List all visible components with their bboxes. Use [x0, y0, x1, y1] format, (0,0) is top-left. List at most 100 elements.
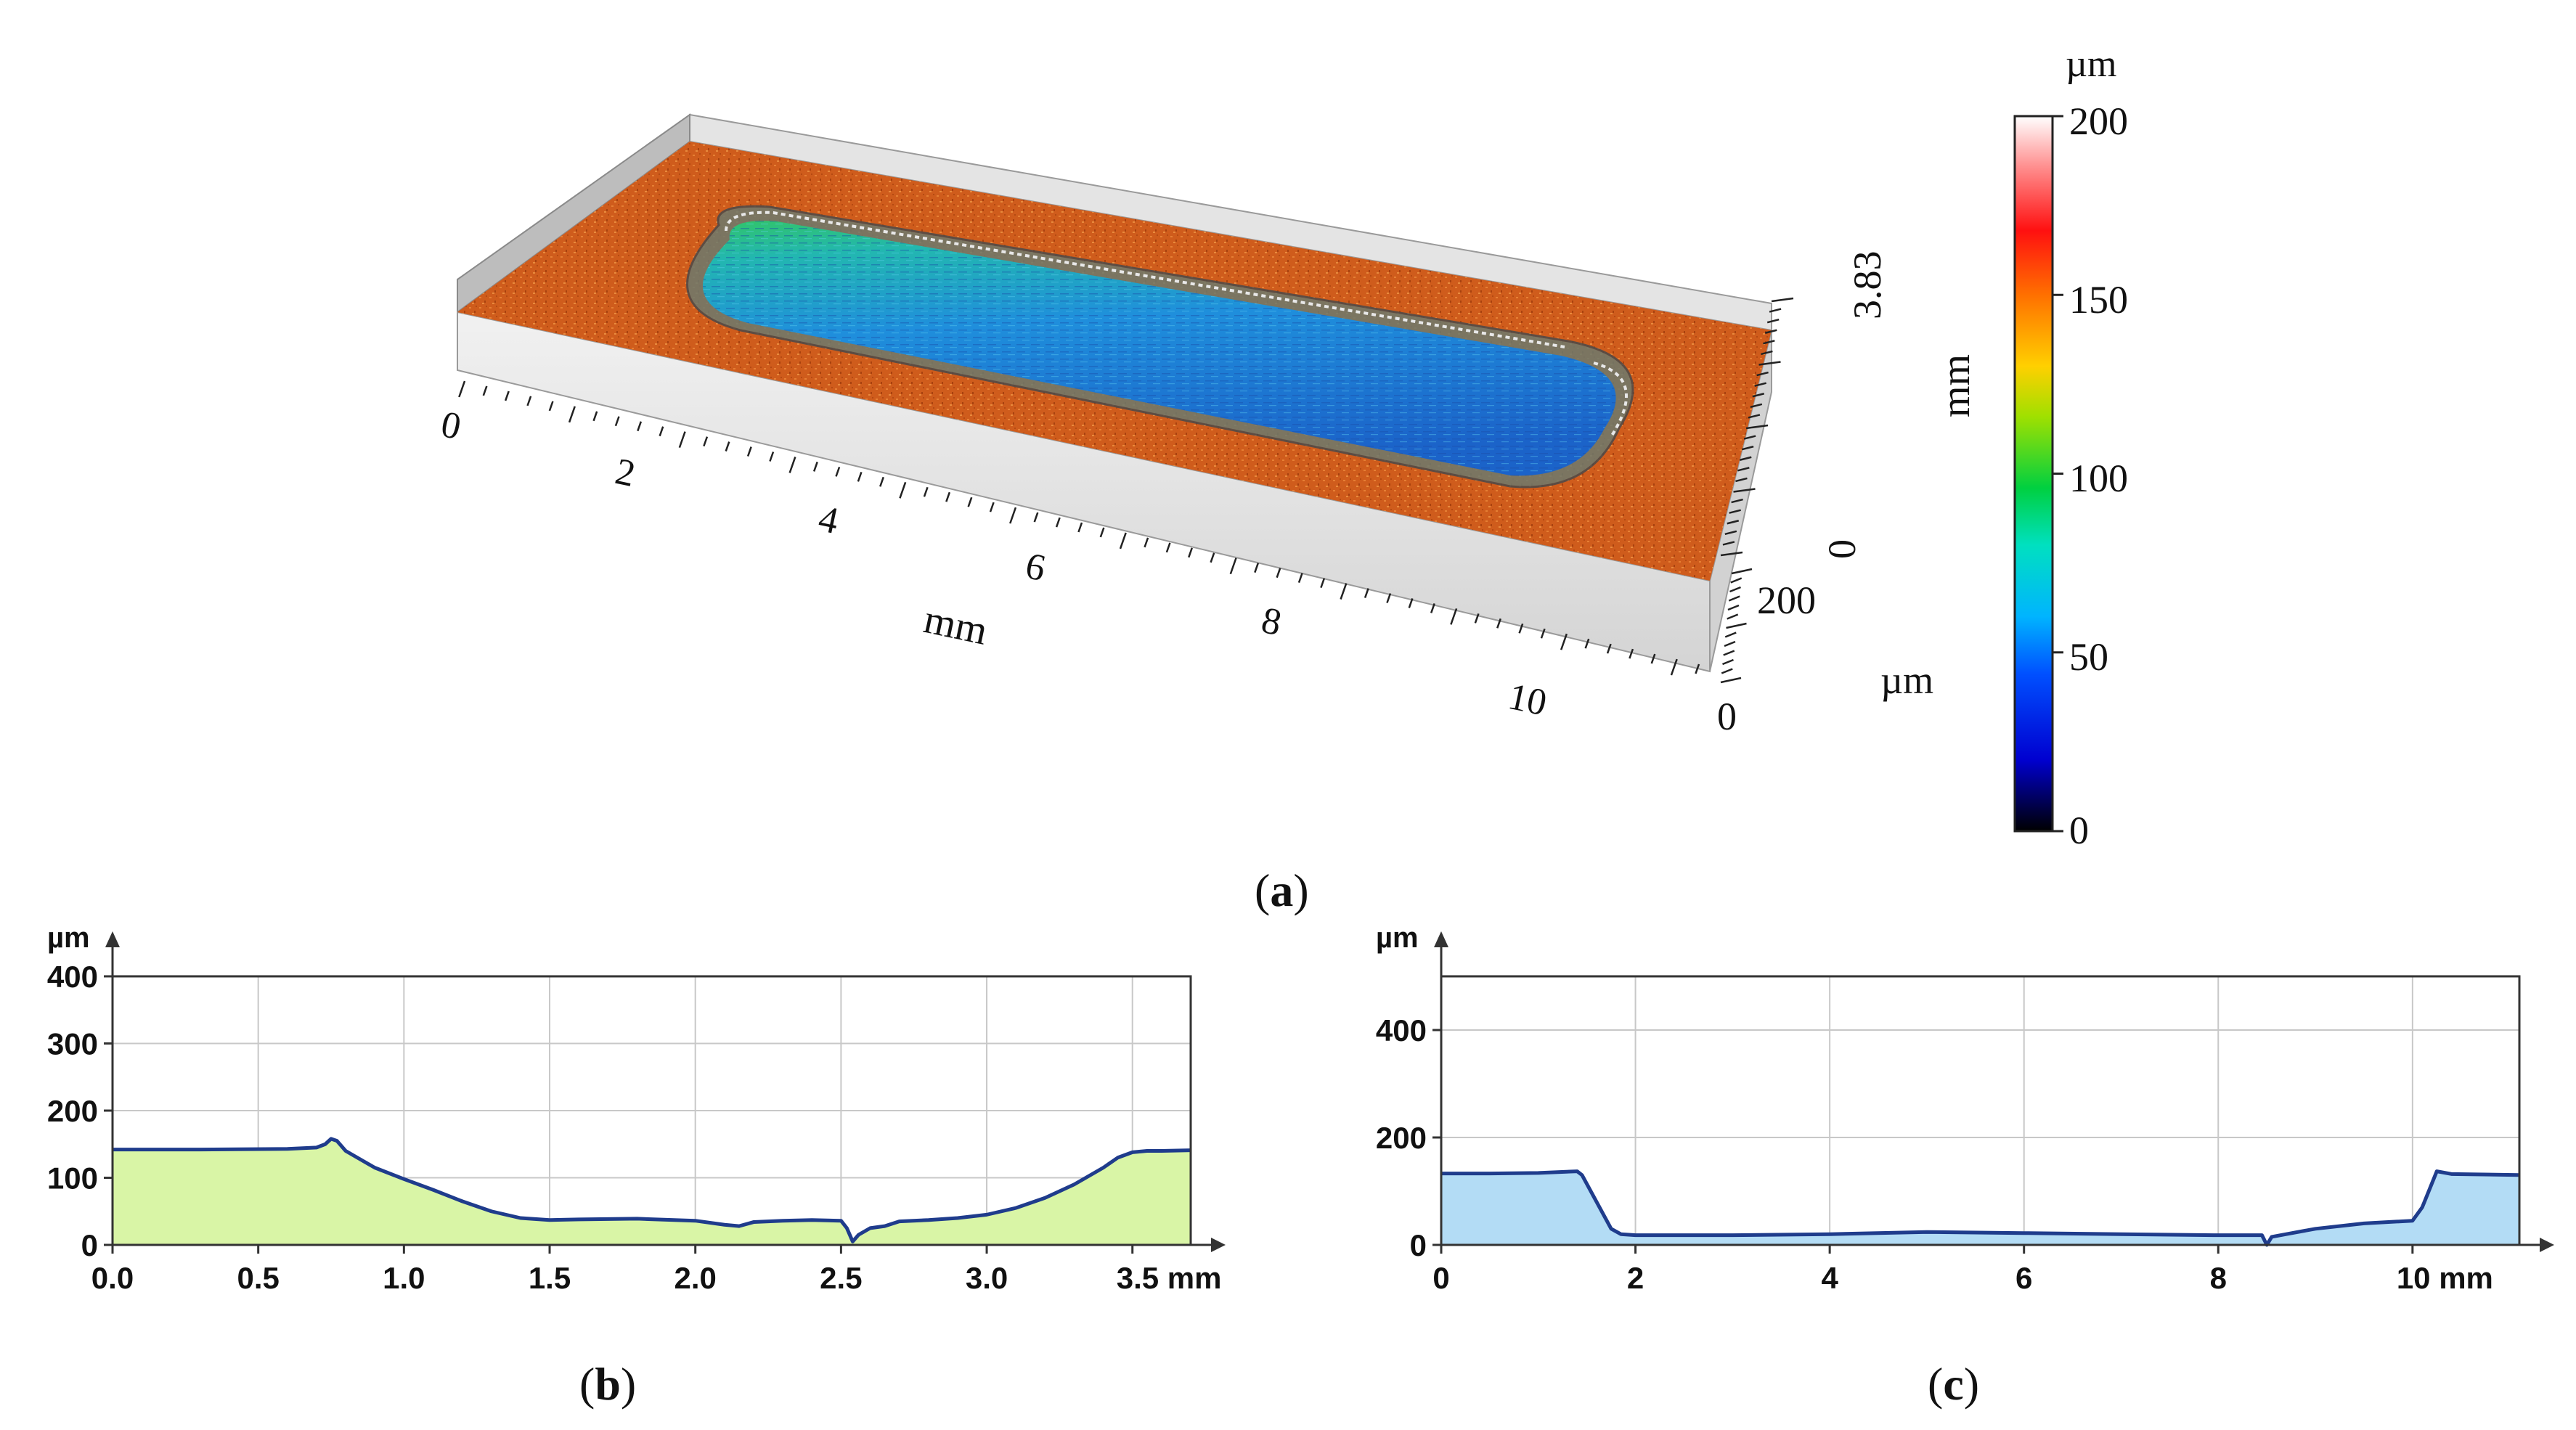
panel-a-x-tick-mark: [1119, 532, 1127, 549]
panel-a-y-tick-mark: [1727, 520, 1740, 525]
colorbar-ticks: [2053, 115, 2063, 833]
panel-b-y-axis-arrow: [105, 931, 120, 947]
panel-a-x-tick-mark: [458, 380, 466, 398]
panel-a-x-tick-mark: [1320, 578, 1326, 589]
panel-a-z-tick-mark: [1726, 622, 1747, 629]
panel-a-x-tick-mark: [1650, 653, 1656, 664]
panel-a-x-tick-mark: [923, 486, 929, 497]
panel-b-profile-line: [113, 1137, 1191, 1243]
panel-b-x-tick-label: 1.0: [383, 1261, 425, 1295]
panel-a-x-tick-mark: [769, 452, 775, 462]
panel-b-y-tick-label: 300: [47, 1027, 98, 1061]
panel-a-x-tick-mark: [1254, 563, 1260, 573]
panel-a-x-tick-mark: [1009, 507, 1017, 524]
panel-a-z-tick-0: 0: [1717, 695, 1737, 738]
panel-c-y-tick-label: 400: [1376, 1013, 1427, 1047]
panel-a-x-axis: [458, 380, 1700, 676]
panel-a-z-tick-mark: [1720, 677, 1742, 684]
panel-a-y-tick-mark: [1748, 414, 1761, 419]
panel-a-y-tick-mark: [1766, 318, 1780, 324]
panel-a-y-tick-mark: [1756, 371, 1769, 377]
panel-a-x-tick-mark: [703, 436, 709, 447]
panel-b-y-tick-label: 0: [81, 1228, 98, 1262]
panel-a-z-label: µm: [1880, 658, 1933, 702]
panel-c-x-tick-label: 0: [1432, 1261, 1449, 1295]
panel-b-x-tick-label: 2.5: [820, 1261, 862, 1295]
panel-a-y-tick-mark: [1741, 445, 1754, 451]
colorbar-tick-50: 50: [2069, 635, 2108, 679]
panel-a-y-tick-mark: [1769, 308, 1782, 313]
caption-b-letter: b: [595, 1358, 621, 1410]
panel-a-x-tick-mark: [725, 441, 730, 452]
panel-a-x-tick-mark: [482, 385, 488, 396]
panel-a-x-tick-mark: [1055, 517, 1061, 528]
panel-a-x-tick-mark: [945, 491, 951, 502]
panel-c-x-tick-label: 10 mm: [2397, 1261, 2493, 1295]
panel-a-x-tick-mark: [1670, 658, 1678, 676]
panel-a-z-tick-mark: [1727, 604, 1740, 611]
panel-c-chart: 0 200 400 0 2 4 6 8 10 mm µm: [1376, 922, 2554, 1295]
panel-a-y-tick-mark: [1722, 541, 1735, 546]
panel-a-z-tick-mark: [1723, 650, 1735, 656]
panel-a-x-tick-mark: [1340, 583, 1348, 600]
panel-a-y-tick-mark: [1724, 530, 1737, 536]
panel-a-y-tick-mark: [1763, 340, 1775, 345]
colorbar-tick-150: 150: [2069, 278, 2128, 322]
panel-a-x-tick-mark: [659, 426, 664, 437]
panel-a-x-tick-mark: [1560, 633, 1568, 650]
panel-a-y-tick-mark: [1750, 403, 1763, 409]
panel-a-z-tick-mark: [1729, 586, 1741, 593]
colorbar-tick-0: 0: [2069, 809, 2089, 852]
panel-a-y-tick-mark: [1764, 329, 1777, 334]
colorbar-tick-200: 200: [2069, 99, 2128, 143]
panel-c-y-tick-label: 0: [1410, 1228, 1427, 1262]
caption-a: (a): [1255, 865, 1309, 916]
panel-a-y-tick-mark: [1720, 551, 1743, 557]
panel-a-y-tick-mark: [1737, 467, 1750, 472]
panel-a-y-tick-mark: [1739, 456, 1752, 461]
panel-a-y-tick-mark: [1771, 297, 1794, 303]
panel-a-x-tick-mark: [857, 471, 863, 482]
panel-a-x-label: mm: [920, 597, 991, 654]
panel-b-area-fill: [113, 1138, 1191, 1245]
panel-a-z-tick-mark: [1722, 658, 1734, 666]
panel-c-x-tick-label: 4: [1821, 1261, 1838, 1295]
panel-a-x-tick-mark: [637, 421, 643, 432]
panel-a-x-tick-mark: [568, 406, 576, 423]
panel-b-x-tick-label: 3.0: [966, 1261, 1008, 1295]
panel-a-x-tick-mark: [1099, 527, 1105, 538]
panel-a-x-tick-mark: [788, 457, 796, 473]
panel-a-x-tick-mark: [1144, 537, 1149, 548]
panel-a-x-tick-mark: [614, 416, 620, 427]
panel-a-x-tick-mark: [1430, 603, 1435, 613]
panel-a-x-tick-mark: [1297, 573, 1303, 584]
colorbar-tick-100: 100: [2069, 457, 2128, 500]
panel-c-x-tick-label: 8: [2210, 1261, 2227, 1295]
colorbar-gradient: [2013, 115, 2054, 833]
panel-a-x-tick-mark: [1450, 608, 1458, 625]
caption-a-letter: a: [1270, 865, 1294, 916]
panel-a-x-tick-mark: [1518, 623, 1524, 634]
panel-a-x-tick-2: 2: [612, 451, 639, 495]
panel-a-x-tick-mark: [1695, 663, 1700, 674]
panel-b-y-tick-label: 400: [47, 960, 98, 994]
panel-b-y-tick-label: 200: [47, 1094, 98, 1128]
caption-c-letter: c: [1943, 1358, 1964, 1410]
panel-a-z-tick-mark: [1724, 632, 1737, 638]
panel-a-x-tick-mark: [592, 411, 598, 422]
panel-a-x-tick-mark: [1165, 542, 1171, 553]
panel-a-x-tick-mark: [1408, 598, 1414, 608]
panel-a-x-tick-mark: [1584, 638, 1590, 649]
panel-a-z-tick-200: 200: [1757, 579, 1816, 622]
panel-a-y-tick-mark: [1729, 509, 1741, 514]
panel-a-z-tick-mark: [1724, 640, 1736, 647]
panel-a-x-tick-mark: [879, 476, 884, 487]
panel-a-x-tick-mark: [1474, 613, 1480, 624]
panel-a-z-axis: [1720, 568, 1753, 684]
panel-c-x-tick-label: 2: [1627, 1261, 1644, 1295]
panel-a-x-tick-6: 6: [1022, 545, 1049, 589]
panel-a-y-tick-mark: [1754, 382, 1766, 387]
caption-b: (b): [579, 1358, 637, 1410]
panel-a-x-tick-4: 4: [815, 498, 842, 542]
panel-a-x-tick-0: 0: [438, 404, 465, 448]
